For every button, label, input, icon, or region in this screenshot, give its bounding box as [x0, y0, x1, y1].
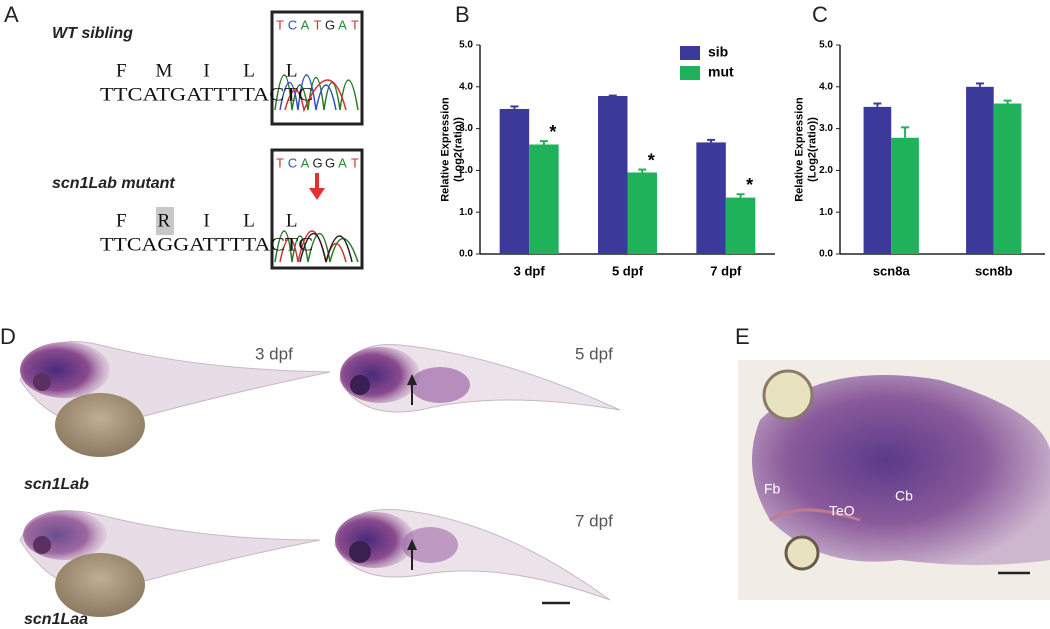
- bar: [529, 144, 559, 254]
- base-call: T: [314, 17, 322, 32]
- region-label: Cb: [895, 488, 913, 504]
- bar: [891, 137, 919, 254]
- bar: [993, 103, 1022, 255]
- base-call: T: [351, 17, 359, 32]
- y-tick-label: 0.0: [459, 249, 473, 260]
- mutation-highlight: [156, 207, 174, 235]
- bar: [863, 106, 892, 254]
- panel-label: C: [812, 2, 828, 27]
- x-tick-label: 3 dpf: [514, 263, 546, 278]
- base-call: C: [288, 17, 297, 32]
- amino-acid: F: [116, 210, 127, 231]
- y-axis-label: (Log2(ratio)): [452, 117, 464, 182]
- significance-marker: *: [648, 150, 655, 170]
- amino-acid: F: [116, 60, 127, 81]
- amino-acid: I: [203, 60, 209, 81]
- y-tick-label: 5.0: [819, 40, 833, 51]
- base-call: A: [301, 155, 310, 170]
- y-tick-label: 1.0: [459, 207, 473, 218]
- embryo: [334, 508, 611, 601]
- legend-swatch: [680, 46, 700, 60]
- base-call: T: [276, 17, 284, 32]
- region-label: Fb: [764, 481, 781, 497]
- bar: [598, 95, 628, 254]
- eye: [784, 535, 820, 571]
- y-axis-label: Relative Expression: [793, 97, 805, 202]
- base-call: A: [338, 155, 347, 170]
- trace: [279, 230, 347, 263]
- base-call: G: [325, 155, 335, 170]
- stage-label: 7 dpf: [575, 511, 613, 530]
- x-tick-label: scn8b: [975, 263, 1013, 278]
- genotype-title: WT sibling: [52, 25, 133, 42]
- base-call: T: [276, 155, 284, 170]
- outline: [769, 508, 861, 522]
- amino-acid: L: [243, 210, 255, 231]
- amino-acid: L: [286, 210, 298, 231]
- chromatogram-frame: [270, 148, 364, 270]
- legend-swatch: [680, 66, 700, 80]
- panel-label: A: [4, 2, 19, 27]
- arrow: [407, 374, 417, 385]
- base-call: A: [301, 17, 310, 32]
- y-axis-label: Relative Expression: [439, 97, 451, 202]
- x-tick-label: 7 dpf: [710, 263, 742, 278]
- base-call: G: [325, 17, 335, 32]
- y-tick-label: 3.0: [459, 123, 473, 134]
- embryo: [339, 343, 621, 413]
- y-tick-label: 3.0: [819, 123, 833, 134]
- panel-label: B: [455, 2, 470, 27]
- bar: [966, 86, 994, 254]
- arrow: [309, 188, 325, 200]
- trace: [299, 232, 353, 263]
- gene-label: scn1Laa: [24, 611, 88, 628]
- y-tick-label: 4.0: [819, 81, 833, 92]
- significance-marker: *: [746, 175, 753, 195]
- dna-sequence: TTCATGATTTTACTC: [100, 84, 313, 105]
- region-label: TeO: [829, 503, 855, 519]
- panel-label: E: [735, 324, 750, 349]
- amino-acid: L: [286, 60, 298, 81]
- base-call: G: [312, 155, 322, 170]
- stage-label: 5 dpf: [575, 344, 613, 363]
- bar: [725, 197, 756, 254]
- eye: [762, 369, 814, 421]
- y-tick-label: 0.0: [819, 249, 833, 260]
- embryo: [19, 341, 331, 457]
- legend-label: sib: [708, 44, 728, 60]
- bar: [696, 142, 726, 254]
- dna-sequence: TTCAGGATTTTACTC: [100, 234, 313, 255]
- significance-marker: *: [549, 122, 556, 142]
- bar: [627, 172, 657, 254]
- y-tick-label: 5.0: [459, 40, 473, 51]
- x-tick-label: scn8a: [873, 263, 911, 278]
- y-tick-label: 1.0: [819, 207, 833, 218]
- bar: [499, 108, 530, 254]
- base-call: A: [338, 17, 347, 32]
- legend-label: mut: [708, 64, 734, 80]
- amino-acid: M: [155, 60, 172, 81]
- trace: [279, 74, 337, 111]
- base-call: T: [351, 155, 359, 170]
- base-call: C: [288, 155, 297, 170]
- genotype-title: scn1Lab mutant: [52, 175, 175, 192]
- amino-acid: L: [243, 60, 255, 81]
- trace: [284, 79, 347, 113]
- x-tick-label: 5 dpf: [612, 263, 644, 278]
- y-axis-label: (Log2(ratio)): [806, 117, 818, 182]
- amino-acid: R: [158, 210, 171, 231]
- y-tick-label: 2.0: [819, 165, 833, 176]
- amino-acid: I: [203, 210, 209, 231]
- stage-label: 3 dpf: [255, 344, 293, 363]
- embryo: [19, 510, 321, 617]
- y-tick-label: 2.0: [459, 165, 473, 176]
- y-tick-label: 4.0: [459, 81, 473, 92]
- brain: [752, 375, 1050, 565]
- panel-label: D: [0, 324, 16, 349]
- arrow: [407, 539, 417, 550]
- gene-label: scn1Lab: [24, 476, 89, 493]
